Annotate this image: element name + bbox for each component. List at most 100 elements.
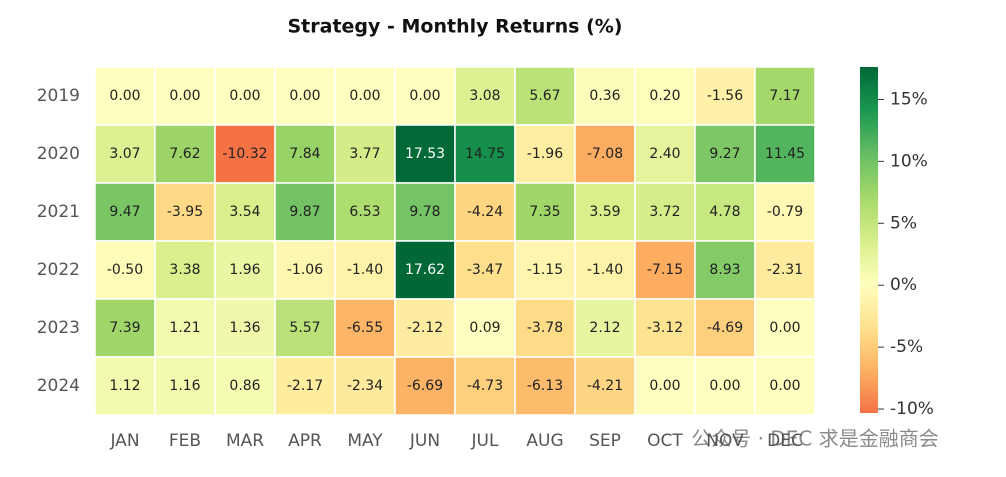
y-tick-label: 2022	[37, 260, 80, 280]
cell-value-label: 5.57	[289, 320, 320, 336]
cell-value-label: -1.15	[527, 262, 563, 278]
heatmap-cell	[754, 182, 816, 242]
cell-value-label: 3.59	[589, 204, 620, 220]
heatmap-cell	[154, 298, 216, 358]
cell-value-label: -4.73	[467, 378, 503, 394]
cell-value-label: 6.53	[349, 204, 380, 220]
cell-value-label: -3.95	[167, 204, 203, 220]
cell-value-label: 4.78	[709, 204, 740, 220]
x-tick-label: FEB	[169, 431, 201, 451]
heatmap-cell	[394, 182, 456, 242]
cell-value-label: -1.40	[347, 262, 383, 278]
cell-value-label: 0.09	[469, 320, 500, 336]
heatmap-cell	[574, 240, 636, 300]
x-tick-label: MAR	[226, 431, 264, 451]
cell-value-label: 3.07	[109, 146, 140, 162]
heatmap-cell	[634, 124, 696, 184]
heatmap-cell	[454, 356, 516, 416]
heatmap-cell	[154, 240, 216, 300]
heatmap-cell	[214, 124, 276, 184]
y-tick-label: 2020	[37, 144, 80, 164]
cell-value-label: -1.40	[587, 262, 623, 278]
cell-value-label: 0.00	[649, 378, 680, 394]
x-tick-label: OCT	[647, 431, 683, 451]
cell-value-label: 0.00	[169, 88, 200, 104]
cell-value-label: 9.78	[409, 204, 440, 220]
heatmap-cell	[694, 124, 756, 184]
cell-value-label: 3.77	[349, 146, 380, 162]
cell-value-label: -7.08	[587, 146, 623, 162]
colorbar	[860, 67, 878, 413]
heatmap-cell	[634, 298, 696, 358]
colorbar-tick-label: -10%	[890, 399, 934, 419]
cell-value-label: 17.62	[405, 262, 445, 278]
heatmap-cell	[94, 298, 156, 358]
heatmap-cell	[94, 124, 156, 184]
cell-value-label: 7.35	[529, 204, 560, 220]
heatmap-cell	[514, 298, 576, 358]
x-tick-label: DEC	[767, 431, 803, 451]
heatmap-cell	[274, 356, 336, 416]
cell-value-label: -1.56	[707, 88, 743, 104]
cell-value-label: -3.47	[467, 262, 503, 278]
cell-value-label: 3.38	[169, 262, 200, 278]
x-tick-label: JUL	[471, 431, 499, 451]
heatmap-cell	[154, 124, 216, 184]
heatmap-cell	[634, 66, 696, 126]
cell-value-label: 3.54	[229, 204, 260, 220]
heatmap-cell	[514, 240, 576, 300]
cell-value-label: 7.39	[109, 320, 140, 336]
heatmap-cell	[394, 124, 456, 184]
heatmap-cell	[634, 240, 696, 300]
y-tick-label: 2023	[37, 318, 80, 338]
cell-value-label: 0.36	[589, 88, 620, 104]
x-tick-label: JUN	[409, 431, 440, 451]
cell-value-label: 17.53	[405, 146, 445, 162]
heatmap-cell	[94, 182, 156, 242]
cell-value-label: 11.45	[765, 146, 805, 162]
cell-value-label: 1.16	[169, 378, 200, 394]
cell-value-label: -2.17	[287, 378, 323, 394]
heatmap-cell	[754, 66, 816, 126]
colorbar-tick-label: 5%	[890, 213, 917, 233]
heatmap-cell	[334, 356, 396, 416]
heatmap-cell	[754, 356, 816, 416]
cell-value-label: -7.15	[647, 262, 683, 278]
cell-value-label: 7.62	[169, 146, 200, 162]
cell-value-label: 1.36	[229, 320, 260, 336]
heatmap-cell	[394, 298, 456, 358]
y-tick-label: 2024	[37, 376, 80, 396]
x-tick-label: SEP	[589, 431, 621, 451]
colorbar-tick-label: 0%	[890, 275, 917, 295]
y-tick-label: 2021	[37, 202, 80, 222]
heatmap-cell	[694, 240, 756, 300]
cell-value-label: 8.93	[709, 262, 740, 278]
cell-value-label: -3.78	[527, 320, 563, 336]
cell-value-label: -4.21	[587, 378, 623, 394]
cell-value-label: 3.08	[469, 88, 500, 104]
heatmap-cell	[154, 182, 216, 242]
cell-value-label: 7.84	[289, 146, 320, 162]
x-tick-label: APR	[288, 431, 322, 451]
heatmap-cell	[574, 356, 636, 416]
heatmap-cell	[334, 124, 396, 184]
heatmap-cell	[154, 66, 216, 126]
cell-value-label: -2.12	[407, 320, 443, 336]
cell-value-label: 3.72	[649, 204, 680, 220]
heatmap-cell	[454, 124, 516, 184]
cell-value-label: 0.00	[349, 88, 380, 104]
heatmap-cell	[754, 298, 816, 358]
cell-value-label: 0.00	[289, 88, 320, 104]
heatmap-cell	[574, 124, 636, 184]
colorbar-tick-label: 15%	[890, 89, 928, 109]
cell-value-label: 5.67	[529, 88, 560, 104]
cell-value-label: -2.31	[767, 262, 803, 278]
cell-value-label: 0.86	[229, 378, 260, 394]
cell-value-label: 0.00	[109, 88, 140, 104]
cell-value-label: -6.13	[527, 378, 563, 394]
heatmap-cell	[754, 124, 816, 184]
heatmap-cell	[94, 356, 156, 416]
heatmap-cell	[274, 298, 336, 358]
heatmap-cell	[334, 240, 396, 300]
